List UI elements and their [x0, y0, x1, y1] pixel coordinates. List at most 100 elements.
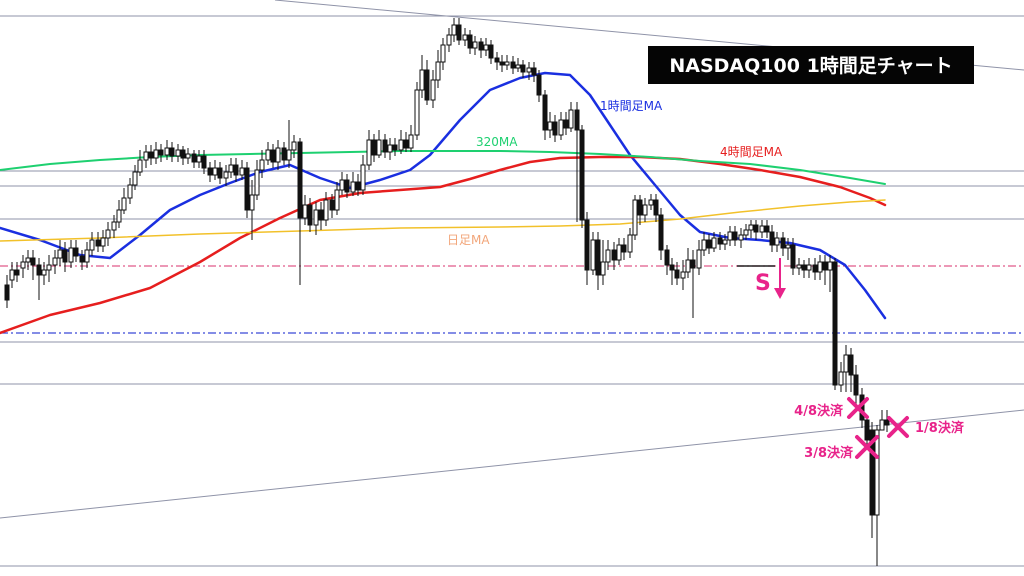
candle-body — [642, 204, 648, 216]
candle — [706, 234, 712, 254]
candle — [701, 232, 707, 256]
candle — [376, 130, 382, 158]
sell-signal: S — [737, 258, 786, 299]
candle — [329, 194, 335, 218]
candle — [79, 250, 85, 270]
candle-body — [483, 44, 489, 51]
candle-body — [228, 164, 234, 173]
candle-body — [637, 199, 643, 216]
candle — [132, 165, 138, 190]
candle-body — [822, 261, 828, 271]
candle — [790, 238, 796, 275]
candle — [717, 232, 723, 250]
candle — [759, 220, 765, 238]
candle — [355, 174, 361, 196]
candle — [9, 262, 15, 288]
candle — [696, 240, 702, 275]
candle-body — [542, 94, 548, 131]
candle — [664, 245, 670, 275]
candle — [827, 255, 833, 292]
candle-body — [79, 255, 85, 263]
candle-body — [827, 261, 833, 271]
candle-body — [254, 169, 260, 196]
candle-body — [680, 271, 686, 279]
candle — [817, 255, 823, 280]
candle — [743, 224, 749, 240]
candle-body — [100, 237, 106, 247]
candle — [499, 55, 505, 72]
candle — [738, 228, 744, 248]
candle — [249, 180, 255, 240]
candle — [435, 50, 441, 88]
candle — [185, 148, 191, 164]
candle-body — [270, 149, 276, 163]
candle-body — [9, 269, 15, 281]
candle-body — [111, 221, 117, 231]
candle — [175, 144, 181, 162]
candle — [674, 262, 680, 285]
candle — [605, 240, 611, 270]
candle-body — [838, 371, 844, 386]
candle — [344, 174, 350, 198]
signal-arrow-icon — [774, 288, 786, 299]
candle-body — [414, 89, 420, 136]
candle — [440, 38, 446, 70]
candle — [360, 155, 366, 195]
candle-body — [424, 69, 430, 101]
candle — [158, 144, 164, 162]
candle-body — [318, 209, 324, 221]
candle-body — [584, 219, 590, 271]
candle-body — [738, 234, 744, 241]
candle — [111, 215, 117, 238]
candle — [848, 348, 854, 392]
candle — [371, 134, 377, 162]
candle-body — [627, 234, 633, 253]
candle — [318, 202, 324, 230]
candle-body — [307, 204, 313, 226]
candle-body — [701, 239, 707, 251]
candle-body — [180, 149, 186, 159]
candle — [600, 240, 606, 285]
candle — [382, 134, 388, 158]
candle-body — [605, 249, 611, 263]
candle-body — [685, 259, 691, 273]
candle — [223, 165, 229, 186]
cross-icon — [887, 416, 909, 438]
ma-label-1h: 1時間足MA — [600, 99, 663, 113]
candle-body — [73, 247, 79, 257]
candle — [164, 140, 170, 160]
candle — [510, 56, 516, 74]
candle — [239, 160, 245, 180]
candle — [774, 232, 780, 252]
candle — [307, 198, 313, 232]
candle-body — [137, 159, 143, 173]
candle — [233, 158, 239, 182]
candle — [259, 150, 265, 178]
candle-body — [281, 147, 287, 161]
candle-body — [217, 167, 223, 179]
candle-body — [722, 239, 728, 245]
candle — [832, 258, 838, 390]
cross-icon — [855, 435, 879, 459]
candle — [488, 40, 494, 64]
candle — [20, 255, 26, 278]
candle — [780, 232, 786, 256]
candle-body — [806, 264, 812, 271]
candle — [558, 112, 564, 140]
candle — [196, 150, 202, 168]
candle-body — [259, 159, 265, 171]
candle-body — [785, 244, 791, 249]
candle-body — [291, 141, 297, 151]
candle — [669, 258, 675, 285]
candle-body — [408, 134, 414, 149]
moving-averages — [0, 71, 887, 335]
ma-line-3 — [0, 199, 886, 242]
candle-body — [239, 167, 245, 176]
candle — [451, 18, 457, 42]
candle-body — [812, 264, 818, 273]
candle — [611, 242, 617, 270]
candle-body — [185, 153, 191, 159]
candle — [350, 172, 356, 196]
candle-body — [472, 41, 478, 49]
